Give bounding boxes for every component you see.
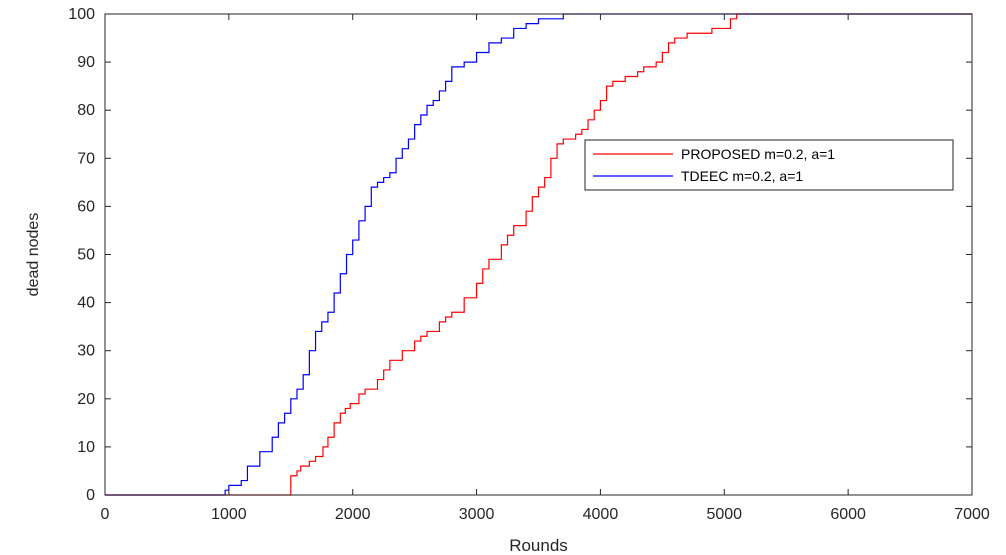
series-layer xyxy=(105,13,972,496)
x-tick-label: 1000 xyxy=(211,506,247,523)
y-tick-label: 100 xyxy=(68,6,95,23)
x-tick-label: 0 xyxy=(101,506,110,523)
y-tick-label: 40 xyxy=(77,295,95,312)
legend: PROPOSED m=0.2, a=1 TDEEC m=0.2, a=1 xyxy=(584,139,954,191)
x-axis-label: Rounds xyxy=(509,536,568,555)
legend-box xyxy=(584,139,954,191)
x-tick-label: 5000 xyxy=(706,506,742,523)
y-tick-label: 20 xyxy=(77,391,95,408)
x-tick-label: 6000 xyxy=(830,506,866,523)
y-axis-label: dead nodes xyxy=(25,213,42,297)
y-tick-label: 30 xyxy=(77,343,95,360)
y-tick-label: 0 xyxy=(86,487,95,504)
x-tick-label: 3000 xyxy=(459,506,495,523)
series-line-tdeec xyxy=(105,13,972,496)
x-tick-label: 4000 xyxy=(583,506,619,523)
y-axis-ticks: 0 10 20 30 40 50 60 70 80 90 100 xyxy=(68,6,972,504)
x-axis-ticks: 0 1000 2000 3000 4000 5000 6000 7000 xyxy=(101,14,990,523)
x-tick-label: 7000 xyxy=(954,506,990,523)
series-line-proposed xyxy=(105,13,972,496)
y-tick-label: 70 xyxy=(77,150,95,167)
y-tick-label: 80 xyxy=(77,102,95,119)
y-tick-label: 50 xyxy=(77,247,95,264)
x-tick-label: 2000 xyxy=(335,506,371,523)
legend-label-proposed: PROPOSED m=0.2, a=1 xyxy=(681,146,835,162)
y-tick-label: 90 xyxy=(77,54,95,71)
y-tick-label: 10 xyxy=(77,439,95,456)
y-tick-label: 60 xyxy=(77,198,95,215)
legend-label-tdeec: TDEEC m=0.2, a=1 xyxy=(681,168,803,184)
